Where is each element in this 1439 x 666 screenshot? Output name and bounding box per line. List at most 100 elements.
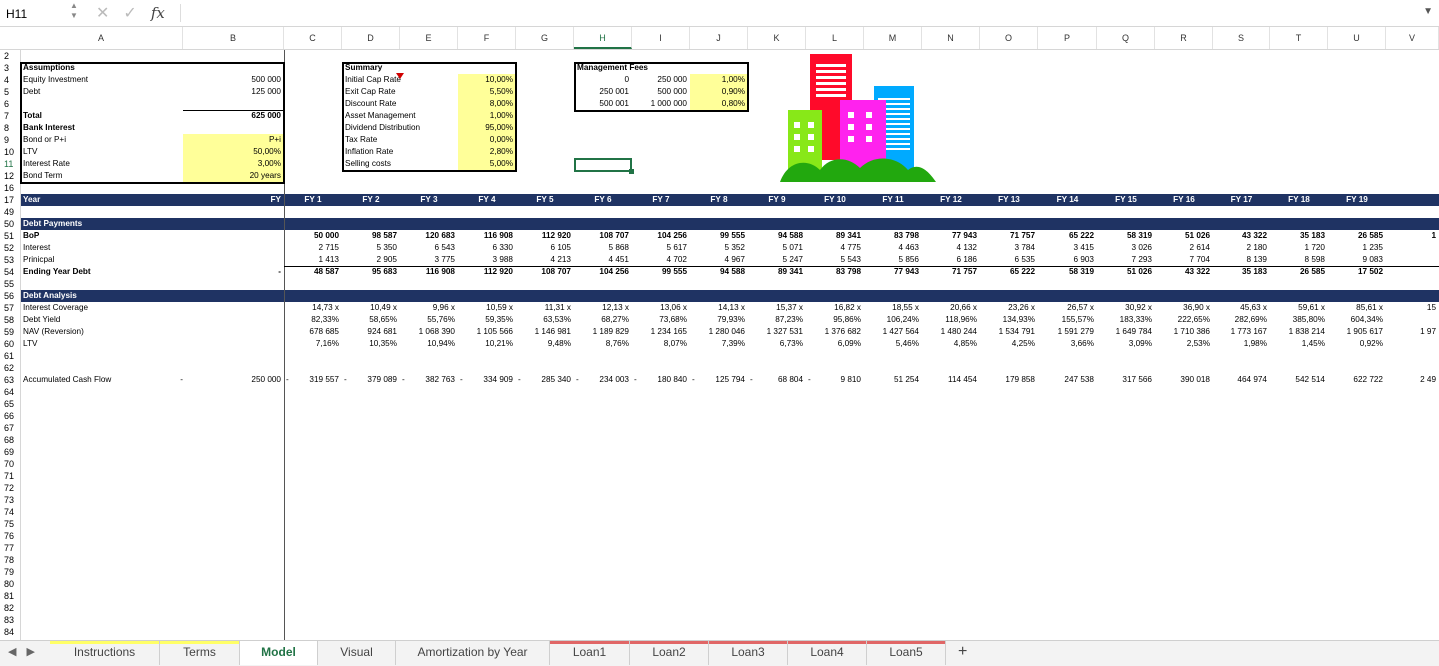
summary-label[interactable]: Initial Cap Rate: [345, 75, 401, 84]
debt-payment-label[interactable]: Interest: [23, 243, 51, 252]
debt-analysis-value[interactable]: 79,93%: [717, 315, 745, 324]
cash-flow-value[interactable]: 379 089: [367, 375, 397, 384]
debt-payment-overflow[interactable]: [1386, 242, 1439, 254]
mgmt-fee-rate[interactable]: 0,80%: [690, 98, 748, 110]
debt-analysis-value[interactable]: 4,85%: [953, 339, 977, 348]
cash-flow-value[interactable]: 234 003: [599, 375, 629, 384]
column-header-T[interactable]: T: [1270, 27, 1328, 49]
debt-payment-value[interactable]: 5 071: [782, 243, 804, 252]
sheet-tab-loan3[interactable]: Loan3: [709, 641, 788, 665]
cash-flow-value[interactable]: 382 763: [425, 375, 455, 384]
debt-analysis-value[interactable]: 1 905 617: [1346, 327, 1383, 336]
debt-payment-overflow[interactable]: 1: [1431, 231, 1436, 240]
row-header-80[interactable]: 80: [4, 579, 15, 589]
debt-analysis-value[interactable]: 16,82 x: [834, 303, 861, 312]
debt-analysis-value[interactable]: 1 838 214: [1288, 327, 1325, 336]
debt-payment-value[interactable]: 104 256: [599, 267, 629, 276]
debt-analysis-value[interactable]: 10,35%: [369, 339, 397, 348]
debt-payment-fy0[interactable]: [183, 230, 284, 242]
column-header-N[interactable]: N: [922, 27, 980, 49]
row-header-64[interactable]: 64: [4, 387, 15, 397]
debt-analysis-value[interactable]: 1 480 244: [940, 327, 977, 336]
debt-analysis-label[interactable]: Debt Yield: [23, 315, 61, 324]
debt-payment-value[interactable]: 65 222: [1009, 267, 1035, 276]
column-header-B[interactable]: B: [183, 27, 284, 49]
column-header-O[interactable]: O: [980, 27, 1038, 49]
tab-next-icon[interactable]: ▶: [26, 646, 45, 658]
row-header-8[interactable]: 8: [4, 123, 10, 133]
row-header-12[interactable]: 12: [4, 171, 15, 181]
debt-payment-value[interactable]: 8 139: [1246, 255, 1268, 264]
debt-payment-value[interactable]: 5 543: [840, 255, 862, 264]
sheet-tab-terms[interactable]: Terms: [160, 641, 240, 665]
cash-flow-a-dash[interactable]: -: [180, 375, 183, 384]
assumption-value[interactable]: 3,00%: [183, 158, 284, 170]
add-sheet-button[interactable]: +: [958, 643, 968, 660]
row-header-77[interactable]: 77: [4, 543, 15, 553]
debt-payment-overflow[interactable]: [1386, 254, 1439, 266]
row-header-56[interactable]: 56: [4, 291, 15, 301]
debt-payment-value[interactable]: 99 555: [661, 267, 687, 276]
assumption-label[interactable]: Equity Investment: [23, 75, 89, 84]
debt-analysis-value[interactable]: 14,13 x: [718, 303, 745, 312]
debt-payment-value[interactable]: 112 920: [541, 231, 571, 240]
debt-payment-value[interactable]: 1 413: [318, 255, 340, 264]
debt-analysis-value[interactable]: 59,61 x: [1298, 303, 1325, 312]
debt-analysis-value[interactable]: 1 534 791: [998, 327, 1035, 336]
cash-flow-neg-sign[interactable]: -: [808, 375, 811, 384]
debt-analysis-overflow[interactable]: [1386, 314, 1439, 326]
cash-flow-value[interactable]: 68 804: [777, 375, 803, 384]
sheet-tab-loan2[interactable]: Loan2: [630, 641, 709, 665]
debt-payment-value[interactable]: 71 757: [1009, 231, 1035, 240]
debt-payment-value[interactable]: 51 026: [1126, 267, 1152, 276]
name-box[interactable]: H11: [6, 7, 28, 21]
row-header-55[interactable]: 55: [4, 279, 15, 289]
debt-analysis-value[interactable]: 1 427 564: [882, 327, 919, 336]
debt-payment-value[interactable]: 17 502: [1357, 267, 1383, 276]
debt-payment-value[interactable]: 77 943: [893, 267, 919, 276]
mgmt-fee-from[interactable]: 250 001: [599, 87, 629, 96]
debt-analysis-value[interactable]: 11,31 x: [544, 303, 571, 312]
debt-analysis-value[interactable]: 282,69%: [1234, 315, 1267, 324]
buildings-picture[interactable]: [778, 52, 938, 184]
debt-analysis-value[interactable]: 1 649 784: [1115, 327, 1152, 336]
debt-analysis-value[interactable]: 73,68%: [659, 315, 687, 324]
row-header-83[interactable]: 83: [4, 615, 15, 625]
debt-analysis-value[interactable]: 106,24%: [886, 315, 919, 324]
row-header-3[interactable]: 3: [4, 63, 10, 73]
column-header-R[interactable]: R: [1155, 27, 1213, 49]
column-header-E[interactable]: E: [400, 27, 458, 49]
cash-flow-label[interactable]: Accumulated Cash Flow: [23, 375, 112, 384]
debt-payment-value[interactable]: 8 598: [1304, 255, 1326, 264]
debt-payment-value[interactable]: 5 617: [666, 243, 688, 252]
debt-payment-value[interactable]: 35 183: [1299, 231, 1325, 240]
debt-analysis-value[interactable]: 1 280 046: [708, 327, 745, 336]
row-header-70[interactable]: 70: [4, 459, 15, 469]
function-icon[interactable]: fx: [150, 4, 165, 22]
mgmt-fee-from[interactable]: 500 001: [599, 99, 629, 108]
cash-flow-value[interactable]: 247 538: [1064, 375, 1094, 384]
column-header-C[interactable]: C: [284, 27, 342, 49]
debt-payment-value[interactable]: 89 341: [835, 231, 861, 240]
assumption-value[interactable]: 20 years: [183, 170, 284, 182]
debt-analysis-value[interactable]: 1 105 566: [476, 327, 513, 336]
summary-label[interactable]: Exit Cap Rate: [345, 87, 396, 96]
debt-payment-value[interactable]: 120 683: [425, 231, 455, 240]
debt-payment-label[interactable]: BoP: [23, 231, 40, 240]
cash-flow-neg-sign[interactable]: -: [750, 375, 753, 384]
debt-payment-value[interactable]: 5 350: [376, 243, 398, 252]
cash-flow-value[interactable]: 319 557: [309, 375, 339, 384]
mgmt-fee-rate[interactable]: 1,00%: [690, 74, 748, 86]
row-header-17[interactable]: 17: [4, 195, 15, 205]
column-header-V[interactable]: V: [1386, 27, 1439, 49]
row-header-79[interactable]: 79: [4, 567, 15, 577]
cash-flow-value[interactable]: 114 454: [948, 375, 977, 384]
debt-analysis-value[interactable]: 45,63 x: [1240, 303, 1267, 312]
cash-flow-value[interactable]: 542 514: [1295, 375, 1325, 384]
debt-payment-overflow[interactable]: [1386, 266, 1439, 278]
row-header-72[interactable]: 72: [4, 483, 15, 493]
debt-analysis-value[interactable]: 4,25%: [1011, 339, 1035, 348]
row-header-63[interactable]: 63: [4, 375, 15, 385]
debt-payment-value[interactable]: 48 587: [313, 267, 339, 276]
assumption-label[interactable]: Bond Term: [23, 171, 63, 180]
